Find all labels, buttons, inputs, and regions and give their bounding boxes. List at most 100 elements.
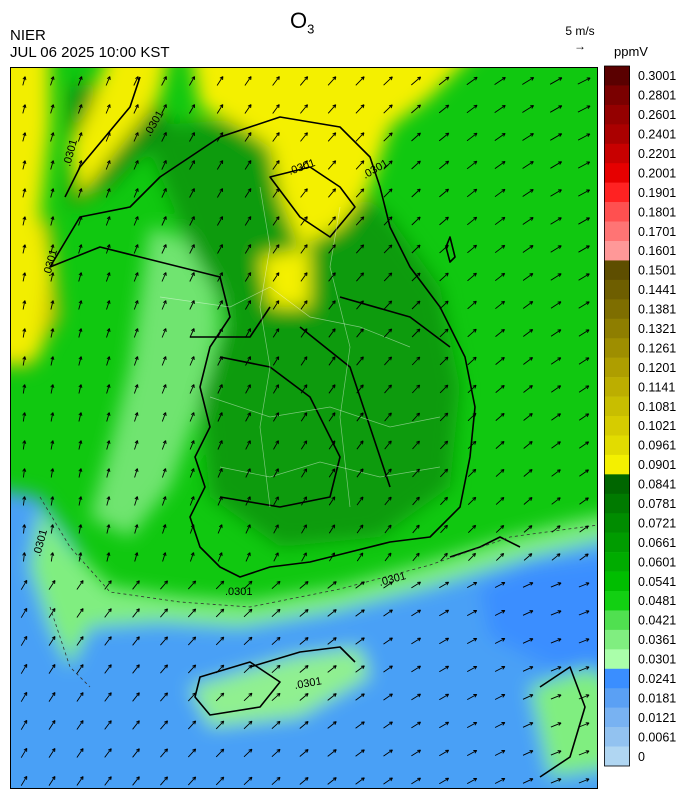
- wind-arrow-icon: [522, 245, 534, 253]
- wind-arrow-icon: [327, 693, 337, 701]
- wind-arrow-icon: [551, 413, 561, 421]
- wind-arrow-icon: [466, 665, 478, 672]
- wind-arrow-icon: [243, 580, 253, 590]
- wind-arrow-icon: [161, 356, 167, 366]
- wind-arrow-icon: [189, 328, 195, 338]
- wind-arrow-icon: [104, 776, 112, 786]
- wind-arrow-icon: [132, 776, 140, 786]
- wind-arrow-icon: [355, 216, 365, 226]
- wind-arrow-icon: [78, 412, 83, 422]
- wind-arrow-icon: [105, 272, 111, 282]
- wind-arrow-icon: [271, 692, 281, 702]
- wind-arrow-icon: [522, 610, 534, 616]
- wind-arrow-icon: [467, 384, 477, 394]
- wind-arrow-icon: [22, 104, 27, 114]
- wind-arrow-icon: [467, 300, 477, 310]
- legend-swatch: [604, 124, 630, 145]
- wind-arrow-icon: [411, 637, 421, 645]
- wind-arrow-icon: [78, 216, 83, 226]
- wind-arrow-icon: [355, 188, 365, 198]
- wind-arrow-icon: [522, 273, 534, 281]
- wind-arrow-icon: [273, 384, 280, 394]
- wind-arrow-icon: [522, 77, 535, 85]
- wind-arrow-icon: [189, 524, 195, 534]
- wind-arrow-icon: [161, 76, 167, 86]
- wind-arrow-icon: [160, 580, 169, 590]
- wind-arrow-icon: [20, 719, 28, 730]
- wind-arrow-icon: [161, 496, 167, 506]
- wind-arrow-icon: [22, 244, 27, 254]
- wind-arrow-icon: [161, 272, 167, 282]
- wind-arrow-icon: [78, 188, 83, 198]
- wind-arrow-icon: [301, 496, 308, 506]
- wind-arrow-icon: [106, 524, 111, 534]
- wind-arrow-icon: [578, 273, 590, 281]
- wind-arrow-icon: [78, 496, 83, 506]
- wind-arrow-icon: [20, 579, 28, 590]
- legend-swatch: [604, 104, 630, 125]
- wind-arrow-icon: [272, 132, 280, 142]
- wind-arrow-icon: [217, 216, 224, 226]
- wind-arrow-icon: [132, 580, 140, 590]
- wind-arrow-icon: [189, 216, 195, 226]
- wind-arrow-icon: [104, 664, 112, 674]
- wind-arrow-icon: [160, 692, 169, 702]
- wind-arrow-icon: [105, 76, 111, 86]
- legend-label: 0.1901: [638, 186, 676, 200]
- wind-arrow-icon: [383, 76, 393, 86]
- legend-swatch: [604, 435, 630, 456]
- wind-arrow-icon: [215, 776, 225, 786]
- wind-arrow-icon: [78, 468, 83, 478]
- wind-arrow-icon: [78, 552, 83, 562]
- wind-arrow-icon: [189, 160, 195, 170]
- wind-arrow-icon: [495, 552, 505, 561]
- wind-arrow-icon: [384, 552, 392, 562]
- wind-arrow-icon: [356, 552, 364, 562]
- wind-arrow-icon: [48, 580, 56, 590]
- legend-label: 0.1201: [638, 361, 676, 375]
- wind-arrow-icon: [132, 636, 140, 646]
- legend-label: 0.0661: [638, 536, 676, 550]
- wind-arrow-icon: [243, 748, 253, 758]
- wind-arrow-icon: [189, 468, 195, 478]
- wind-arrow-icon: [439, 721, 450, 729]
- legend-label: 0.1141: [638, 380, 675, 394]
- wind-arrow-icon: [301, 524, 307, 534]
- wind-arrow-icon: [550, 273, 562, 281]
- wind-arrow-icon: [271, 664, 281, 674]
- legend-label: 0.0121: [638, 711, 676, 725]
- wind-arrow-icon: [160, 636, 169, 646]
- wind-arrow-icon: [22, 524, 27, 534]
- wind-arrow-icon: [495, 328, 505, 337]
- wind-arrow-icon: [328, 384, 336, 394]
- wind-arrow-icon: [243, 664, 253, 674]
- wind-arrow-icon: [466, 160, 478, 170]
- wind-arrow-icon: [244, 104, 252, 114]
- legend-border: [604, 65, 630, 767]
- wind-arrow-icon: [439, 244, 449, 254]
- wind-arrow-icon: [50, 188, 55, 198]
- wind-arrow-icon: [106, 356, 111, 366]
- wind-arrow-icon: [133, 76, 139, 86]
- wind-arrow-icon: [272, 356, 280, 366]
- wind-arrow-icon: [133, 356, 139, 366]
- wind-arrow-icon: [106, 384, 111, 394]
- wind-arrow-icon: [22, 552, 27, 562]
- legend-swatch: [604, 202, 630, 222]
- map-frame: [10, 67, 598, 789]
- wind-arrow-icon: [467, 328, 477, 338]
- legend-label: 0.0601: [638, 555, 676, 569]
- wind-arrow-icon: [78, 328, 83, 338]
- wind-arrow-icon: [550, 750, 562, 756]
- legend-swatch: [604, 629, 630, 650]
- wind-arrow-icon: [355, 76, 365, 86]
- wind-arrow-icon: [550, 357, 562, 365]
- wind-arrow-icon: [411, 216, 421, 226]
- wind-arrow-icon: [411, 721, 421, 729]
- wind-arrow-icon: [328, 412, 336, 422]
- legend-label: 0.0181: [638, 691, 676, 705]
- wind-arrow-icon: [187, 580, 197, 590]
- legend-swatch: [604, 474, 630, 495]
- wind-arrow-icon: [355, 749, 365, 757]
- legend-swatch: [604, 396, 630, 417]
